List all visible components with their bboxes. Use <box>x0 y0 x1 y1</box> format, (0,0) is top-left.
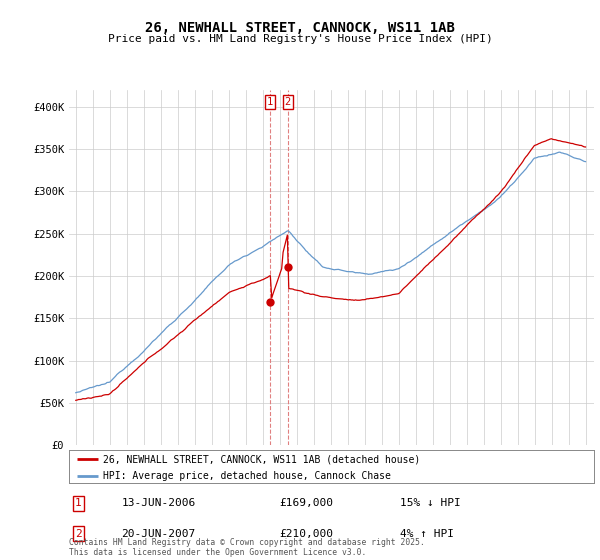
Text: 1: 1 <box>75 498 82 508</box>
Text: 4% ↑ HPI: 4% ↑ HPI <box>400 529 454 539</box>
Text: 15% ↓ HPI: 15% ↓ HPI <box>400 498 461 508</box>
Text: 13-JUN-2006: 13-JUN-2006 <box>121 498 196 508</box>
Text: 20-JUN-2007: 20-JUN-2007 <box>121 529 196 539</box>
Text: Contains HM Land Registry data © Crown copyright and database right 2025.
This d: Contains HM Land Registry data © Crown c… <box>69 538 425 557</box>
Text: 26, NEWHALL STREET, CANNOCK, WS11 1AB: 26, NEWHALL STREET, CANNOCK, WS11 1AB <box>145 21 455 35</box>
Text: Price paid vs. HM Land Registry's House Price Index (HPI): Price paid vs. HM Land Registry's House … <box>107 34 493 44</box>
Text: 1: 1 <box>267 97 274 108</box>
Text: 2: 2 <box>75 529 82 539</box>
Text: HPI: Average price, detached house, Cannock Chase: HPI: Average price, detached house, Cann… <box>103 470 391 480</box>
Text: £169,000: £169,000 <box>279 498 333 508</box>
Text: 2: 2 <box>284 97 291 108</box>
Text: £210,000: £210,000 <box>279 529 333 539</box>
Text: 26, NEWHALL STREET, CANNOCK, WS11 1AB (detached house): 26, NEWHALL STREET, CANNOCK, WS11 1AB (d… <box>103 454 421 464</box>
